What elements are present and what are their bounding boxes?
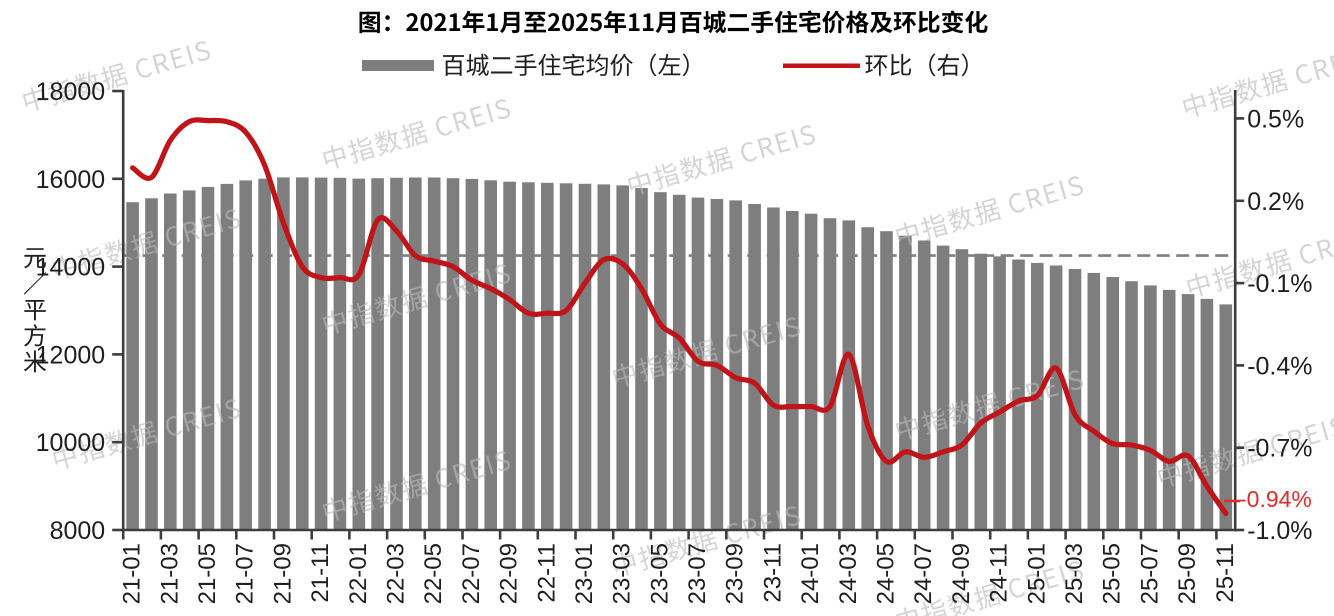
svg-text:24-01: 24-01 — [797, 543, 824, 604]
svg-text:22-11: 22-11 — [533, 543, 560, 603]
svg-text:25-09: 25-09 — [1174, 543, 1201, 604]
svg-text:21-09: 21-09 — [269, 543, 296, 604]
svg-text:10000: 10000 — [36, 429, 106, 457]
svg-text:-0.1%: -0.1% — [1247, 270, 1312, 298]
svg-text:21-11: 21-11 — [307, 543, 334, 603]
svg-text:23-01: 23-01 — [571, 543, 598, 604]
svg-text:-0.4%: -0.4% — [1247, 352, 1312, 380]
svg-text:-1.0%: -1.0% — [1247, 517, 1312, 545]
svg-text:-0.94%: -0.94% — [1239, 486, 1312, 512]
svg-text:24-05: 24-05 — [873, 543, 900, 604]
svg-text:22-01: 22-01 — [345, 543, 372, 604]
svg-text:25-05: 25-05 — [1099, 543, 1126, 604]
svg-text:22-03: 22-03 — [383, 543, 410, 604]
svg-text:23-07: 23-07 — [684, 543, 711, 604]
svg-text:21-07: 21-07 — [232, 543, 259, 604]
svg-text:22-09: 22-09 — [496, 543, 523, 604]
svg-text:0.5%: 0.5% — [1247, 105, 1304, 133]
svg-text:14000: 14000 — [36, 254, 106, 282]
svg-text:8000: 8000 — [50, 517, 106, 545]
svg-text:24-03: 24-03 — [835, 543, 862, 604]
svg-text:24-07: 24-07 — [910, 543, 937, 604]
svg-text:24-11: 24-11 — [986, 543, 1013, 603]
svg-text:-0.7%: -0.7% — [1247, 435, 1312, 463]
svg-text:23-11: 23-11 — [759, 543, 786, 603]
svg-text:25-07: 25-07 — [1136, 543, 1163, 604]
svg-text:16000: 16000 — [36, 166, 106, 194]
svg-text:25-11: 25-11 — [1212, 543, 1239, 603]
svg-text:25-03: 25-03 — [1061, 543, 1088, 604]
svg-text:22-07: 22-07 — [458, 543, 485, 604]
svg-text:23-03: 23-03 — [609, 543, 636, 604]
svg-text:21-05: 21-05 — [194, 543, 221, 604]
svg-text:21-03: 21-03 — [156, 543, 183, 604]
svg-text:0.2%: 0.2% — [1247, 188, 1304, 216]
svg-text:18000: 18000 — [36, 78, 106, 106]
svg-text:24-09: 24-09 — [948, 543, 975, 604]
svg-text:23-09: 23-09 — [722, 543, 749, 604]
svg-text:12000: 12000 — [36, 341, 106, 369]
svg-text:25-01: 25-01 — [1023, 543, 1050, 604]
svg-text:21-01: 21-01 — [119, 543, 146, 604]
svg-text:22-05: 22-05 — [420, 543, 447, 604]
svg-text:23-05: 23-05 — [646, 543, 673, 604]
